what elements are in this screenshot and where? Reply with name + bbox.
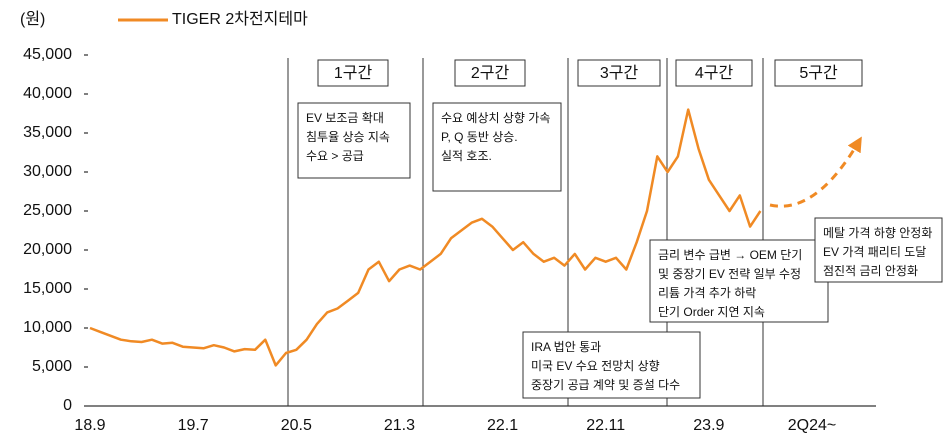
y-tick-label: 10,000: [23, 319, 72, 336]
x-tick-label: 23.9: [693, 417, 724, 434]
y-tick-label: 0: [63, 397, 72, 414]
section-box: [577, 59, 661, 87]
annotation-text: EV 보조금 확대: [306, 111, 384, 125]
annotation-text: 리튬 가격 추가 하락: [658, 286, 756, 300]
section-label: 5구간: [799, 64, 838, 82]
annotation-text: 수요 > 공급: [306, 149, 364, 163]
legend-label: TIGER 2차전지테마: [172, 10, 308, 28]
y-tick-label: 20,000: [23, 241, 72, 258]
y-tick-label: 45,000: [23, 46, 72, 63]
section-label: 4구간: [695, 64, 734, 82]
annotation-text: 침투율 상승 지속: [306, 130, 390, 144]
annotation-text: 실적 호조.: [441, 149, 492, 163]
x-tick-label: 22.11: [586, 417, 625, 434]
annotation-text: 중장기 공급 계약 및 증설 다수: [531, 377, 680, 392]
x-tick-label: 18.9: [74, 417, 105, 434]
x-tick-label: 20.5: [281, 417, 312, 434]
annotation-text: P, Q 동반 상승.: [441, 130, 518, 144]
annotation-box: [522, 331, 701, 399]
annotation-text: 미국 EV 수요 전망치 상향: [531, 359, 660, 373]
section-label: 2구간: [471, 64, 510, 82]
annotation-text: 점진적 금리 안정화: [823, 264, 918, 278]
section-box: [454, 59, 526, 87]
annotation-text: IRA 법안 통과: [531, 340, 601, 354]
annotation-text: 단기 Order 지연 지속: [658, 305, 765, 319]
annotation-box: [814, 217, 943, 283]
annotation-text: EV 가격 패리티 도달: [823, 245, 926, 259]
y-tick-label: 40,000: [23, 85, 72, 102]
section-label: 3구간: [600, 64, 639, 82]
forecast-arrow: [769, 136, 862, 208]
annotation-box: [432, 102, 562, 192]
section-label: 1구간: [334, 64, 373, 82]
section-box: [774, 59, 863, 87]
x-tick-label: 19.7: [178, 417, 209, 434]
x-tick-label: 22.1: [487, 417, 518, 434]
annotation-box: [649, 239, 829, 323]
y-tick-label: 15,000: [23, 280, 72, 297]
series-line: [89, 108, 762, 367]
x-tick-label: 21.3: [384, 417, 415, 434]
annotation-text: 금리 변수 급변 → OEM 단기: [658, 248, 802, 262]
annotation-box: [297, 102, 411, 179]
annotation-text: 수요 예상치 상향 가속: [441, 111, 550, 125]
unit-label: (원): [20, 10, 45, 28]
annotation-text: 메탈 가격 하향 안정화: [823, 226, 932, 240]
section-box: [675, 59, 753, 87]
y-tick-label: 25,000: [23, 202, 72, 219]
y-tick-label: 35,000: [23, 124, 72, 141]
y-tick-label: 30,000: [23, 163, 72, 180]
annotation-text: 및 중장기 EV 전략 일부 수정: [658, 267, 801, 281]
x-tick-label: 2Q24~: [788, 417, 836, 434]
y-tick-label: 5,000: [32, 358, 72, 375]
section-box: [317, 59, 389, 87]
